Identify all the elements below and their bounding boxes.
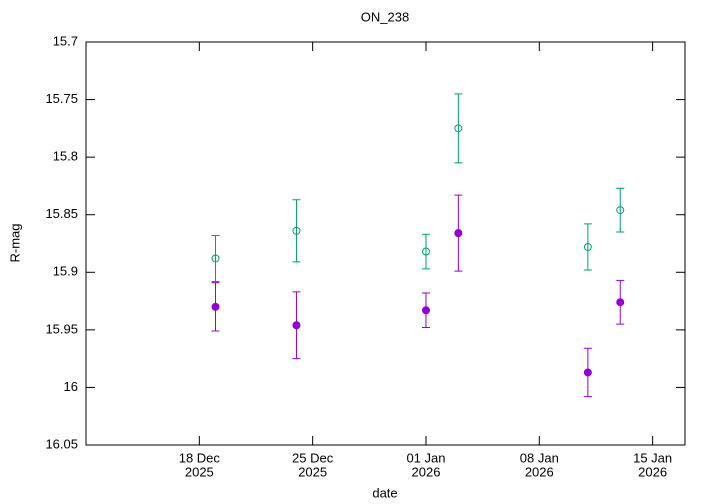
data-point: [616, 298, 625, 307]
data-point: [583, 242, 592, 251]
x-axis-label: date: [372, 485, 397, 500]
error-bar: [211, 234, 220, 282]
x-tick-label: 2026: [525, 464, 554, 479]
y-tick-label: 15.7: [53, 33, 78, 48]
x-tick-label: 25 Dec: [292, 450, 334, 465]
y-axis-label: R-mag: [7, 223, 22, 262]
x-tick-label: 15 Jan: [633, 450, 672, 465]
x-tick-label: 08 Jan: [520, 450, 559, 465]
error-bar: [292, 199, 301, 263]
error-bar: [616, 187, 625, 233]
y-tick-label: 15.85: [45, 206, 78, 221]
x-tick-label: 2025: [298, 464, 327, 479]
y-tick-label: 15.8: [53, 149, 78, 164]
data-point: [421, 247, 430, 256]
y-tick-label: 15.9: [53, 264, 78, 279]
chart-title: ON_238: [361, 9, 409, 24]
y-tick-label: 15.95: [45, 321, 78, 336]
data-point: [616, 206, 625, 215]
data-point: [454, 124, 463, 133]
error-bar: [421, 233, 430, 270]
error-bar: [454, 93, 463, 164]
data-point: [583, 368, 592, 377]
data-point: [292, 226, 301, 235]
error-bar: [583, 223, 592, 271]
data-point: [211, 302, 220, 311]
data-point: [292, 321, 301, 330]
x-tick-label: 01 Jan: [406, 450, 445, 465]
y-tick-label: 16.05: [45, 436, 78, 451]
x-tick-label: 18 Dec: [179, 450, 221, 465]
plot-frame: [85, 41, 686, 446]
x-tick-label: 2025: [185, 464, 214, 479]
y-tick-label: 15.75: [45, 91, 78, 106]
data-point: [421, 306, 430, 315]
x-tick-label: 2026: [412, 464, 441, 479]
y-tick-label: 16: [64, 379, 78, 394]
data-point: [454, 229, 463, 238]
x-tick-label: 2026: [638, 464, 667, 479]
data-point: [211, 254, 220, 263]
